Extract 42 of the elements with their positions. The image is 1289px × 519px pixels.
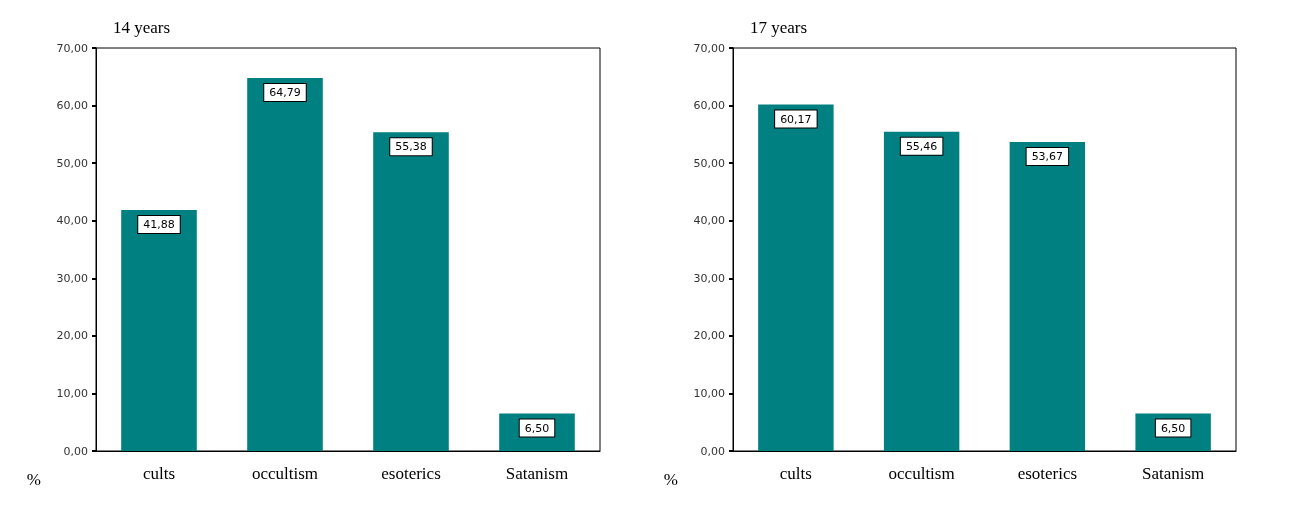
- y-tick-label: 40,00: [693, 214, 725, 228]
- bar: [373, 132, 449, 451]
- data-label: 53,67: [1031, 150, 1064, 164]
- y-axis-title: %: [26, 470, 41, 489]
- y-tick-label: 60,00: [693, 99, 725, 113]
- y-tick-label: 10,00: [693, 386, 725, 400]
- bar: [758, 104, 834, 451]
- x-tick-label: Satanism: [1141, 464, 1205, 483]
- data-label: 55,46: [905, 139, 938, 153]
- chart-title: 14 years: [113, 18, 171, 37]
- data-label: 64,79: [269, 85, 301, 99]
- y-tick-label: 30,00: [56, 271, 88, 285]
- data-label: 6,50: [524, 421, 550, 435]
- y-tick-label: 0,00: [63, 444, 88, 458]
- y-tick-label: 20,00: [56, 329, 88, 343]
- bar: [247, 77, 323, 451]
- y-tick-label: 0,00: [700, 444, 725, 458]
- chart-title: 17 years: [750, 18, 808, 37]
- x-tick-label: occultism: [888, 464, 955, 483]
- y-tick-label: 20,00: [693, 329, 725, 343]
- y-tick-label: 60,00: [56, 99, 88, 113]
- y-tick-label: 50,00: [693, 156, 725, 170]
- data-label: 55,38: [395, 140, 427, 154]
- y-tick-label: 70,00: [56, 41, 88, 55]
- bar: [121, 209, 197, 451]
- y-tick-label: 30,00: [693, 271, 725, 285]
- y-tick-label: 40,00: [56, 214, 88, 228]
- x-tick-label: Satanism: [505, 464, 569, 483]
- bar: [1009, 142, 1086, 451]
- y-axis-title: %: [663, 470, 678, 489]
- y-tick-label: 50,00: [56, 156, 88, 170]
- y-tick-label: 10,00: [56, 386, 88, 400]
- x-tick-label: esoterics: [381, 464, 441, 483]
- x-tick-label: occultism: [251, 464, 319, 483]
- data-label: 41,88: [143, 217, 175, 231]
- x-tick-label: cults: [142, 464, 176, 483]
- data-label: 6,50: [1160, 421, 1186, 435]
- y-tick-label: 70,00: [693, 41, 725, 55]
- x-tick-label: esoterics: [1017, 464, 1078, 483]
- x-tick-label: cults: [779, 464, 812, 483]
- bar: [883, 131, 960, 451]
- data-label: 60,17: [780, 112, 812, 126]
